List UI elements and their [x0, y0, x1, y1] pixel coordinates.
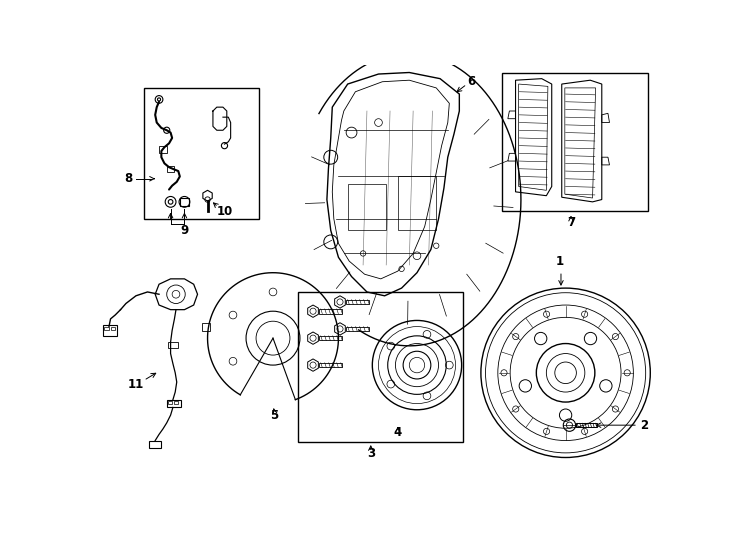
- Bar: [167, 400, 181, 408]
- Bar: [348, 184, 386, 231]
- Text: 10: 10: [217, 205, 233, 218]
- Bar: [501, 72, 648, 211]
- Text: 3: 3: [367, 447, 375, 460]
- Bar: [168, 342, 178, 348]
- Bar: [319, 363, 342, 367]
- Text: 4: 4: [393, 427, 401, 440]
- Bar: [398, 177, 436, 231]
- Bar: [168, 401, 172, 404]
- Bar: [297, 292, 463, 442]
- Bar: [149, 441, 161, 448]
- Bar: [103, 325, 117, 336]
- Bar: [319, 336, 342, 340]
- Bar: [346, 327, 369, 331]
- Bar: [144, 88, 259, 219]
- Bar: [203, 323, 210, 330]
- Bar: [104, 327, 109, 330]
- Bar: [180, 198, 189, 206]
- Bar: [174, 401, 178, 404]
- Text: 6: 6: [467, 75, 475, 88]
- Text: 1: 1: [556, 255, 564, 268]
- Bar: [346, 300, 369, 304]
- Text: 11: 11: [128, 378, 144, 391]
- Text: 2: 2: [640, 418, 648, 431]
- Bar: [575, 423, 597, 427]
- Text: 9: 9: [181, 224, 189, 237]
- Bar: [319, 309, 342, 314]
- Text: 7: 7: [567, 216, 575, 229]
- Bar: [111, 327, 115, 330]
- Text: 8: 8: [124, 172, 132, 185]
- Text: 5: 5: [270, 409, 279, 422]
